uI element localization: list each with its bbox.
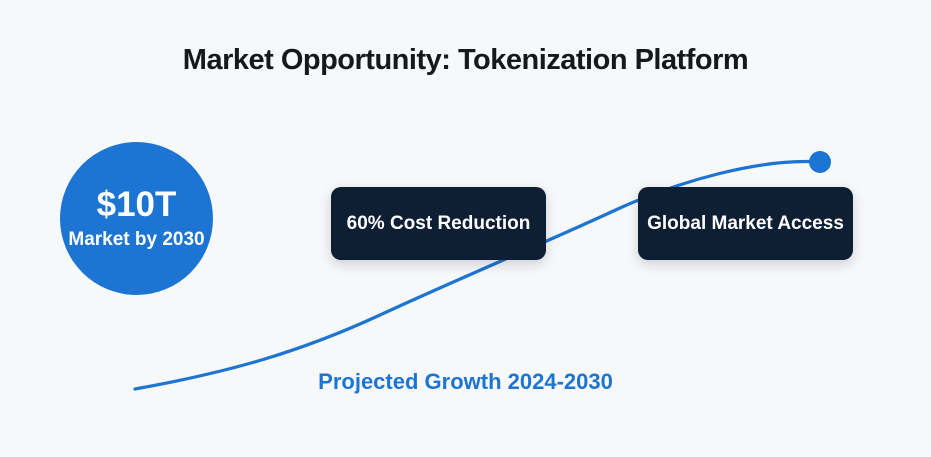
page-title: Market Opportunity: Tokenization Platfor… xyxy=(182,44,749,76)
market-size-caption: Market by 2030 xyxy=(68,229,205,251)
badge-global-market-access: Global Market Access xyxy=(638,187,853,260)
market-size-value: $10T xyxy=(96,184,177,224)
badge-global-market-access-label: Global Market Access xyxy=(647,212,844,234)
growth-curve-line xyxy=(133,159,822,391)
badge-cost-reduction-label: 60% Cost Reduction xyxy=(346,212,531,234)
badge-cost-reduction: 60% Cost Reduction xyxy=(331,187,546,260)
growth-caption: Projected Growth 2024-2030 xyxy=(318,369,613,394)
curve-endpoint-dot xyxy=(809,151,831,173)
market-size-bubble: $10T Market by 2030 xyxy=(60,142,213,295)
